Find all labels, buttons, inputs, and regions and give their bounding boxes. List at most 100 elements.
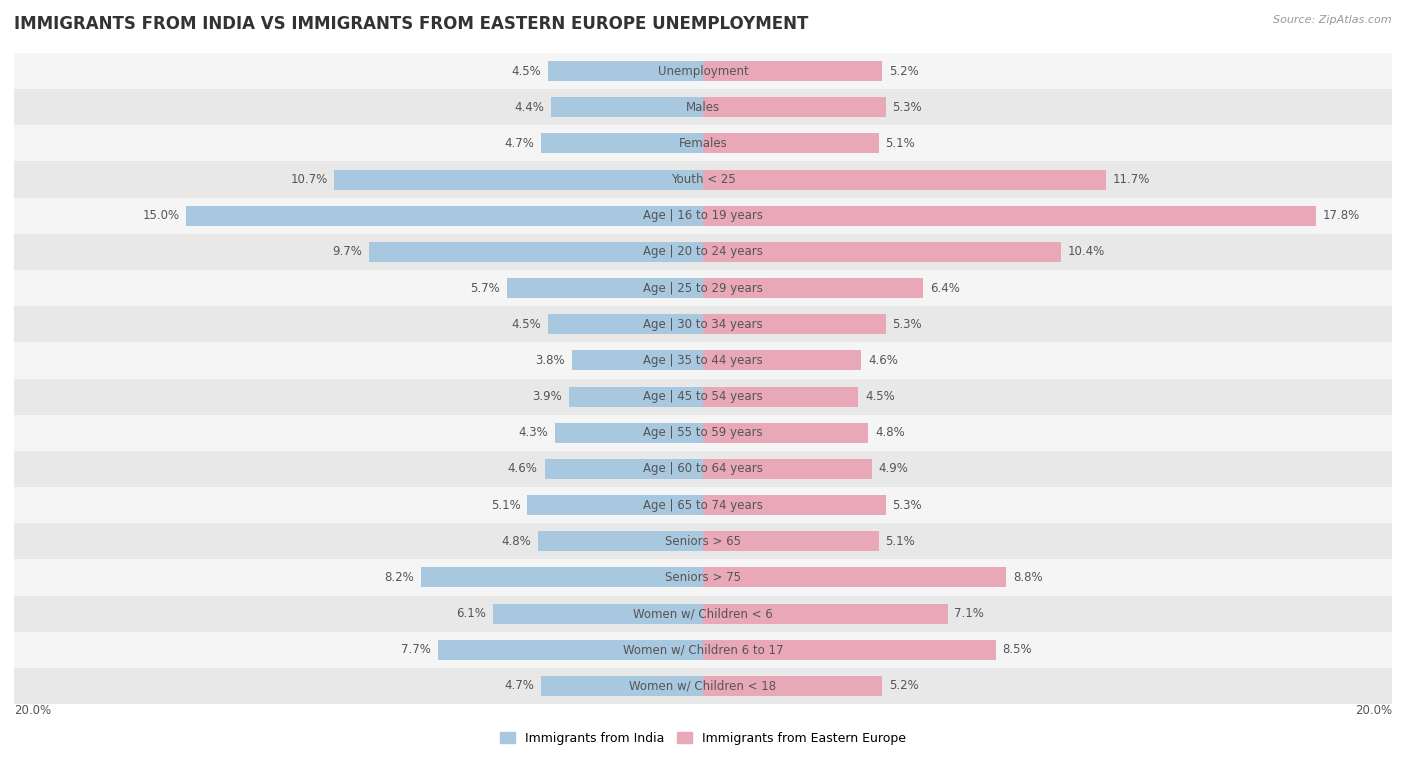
Bar	[14, 668, 1392, 704]
Text: 20.0%: 20.0%	[1355, 704, 1392, 717]
Text: 20.0%: 20.0%	[14, 704, 51, 717]
Bar	[544, 459, 703, 479]
Text: Seniors > 75: Seniors > 75	[665, 571, 741, 584]
Text: Youth < 25: Youth < 25	[671, 173, 735, 186]
Text: 8.8%: 8.8%	[1012, 571, 1043, 584]
Text: 4.5%: 4.5%	[512, 64, 541, 77]
Text: 4.8%: 4.8%	[501, 534, 531, 548]
Text: 9.7%: 9.7%	[332, 245, 361, 258]
Bar	[14, 596, 1392, 631]
Text: IMMIGRANTS FROM INDIA VS IMMIGRANTS FROM EASTERN EUROPE UNEMPLOYMENT: IMMIGRANTS FROM INDIA VS IMMIGRANTS FROM…	[14, 15, 808, 33]
Text: 5.2%: 5.2%	[889, 680, 918, 693]
Text: Females: Females	[679, 137, 727, 150]
Text: Seniors > 65: Seniors > 65	[665, 534, 741, 548]
Bar	[14, 161, 1392, 198]
Bar	[703, 133, 879, 154]
Text: 17.8%: 17.8%	[1323, 209, 1360, 223]
Bar	[548, 61, 703, 81]
Text: 5.1%: 5.1%	[886, 534, 915, 548]
Text: Age | 60 to 64 years: Age | 60 to 64 years	[643, 463, 763, 475]
Bar	[437, 640, 703, 659]
Text: Unemployment: Unemployment	[658, 64, 748, 77]
Bar	[541, 676, 703, 696]
Text: 7.1%: 7.1%	[955, 607, 984, 620]
Bar	[551, 98, 703, 117]
Bar	[703, 676, 882, 696]
Text: Age | 65 to 74 years: Age | 65 to 74 years	[643, 499, 763, 512]
Bar	[14, 198, 1392, 234]
Bar	[14, 487, 1392, 523]
Bar	[14, 451, 1392, 487]
Text: 11.7%: 11.7%	[1114, 173, 1150, 186]
Bar	[703, 531, 879, 551]
Text: 5.7%: 5.7%	[470, 282, 499, 294]
Text: 5.1%: 5.1%	[491, 499, 520, 512]
Bar	[14, 415, 1392, 451]
Bar	[14, 126, 1392, 161]
Text: 5.3%: 5.3%	[893, 101, 922, 114]
Bar	[335, 170, 703, 189]
Bar	[14, 53, 1392, 89]
Text: 3.8%: 3.8%	[536, 354, 565, 367]
Bar	[703, 423, 869, 443]
Text: 10.7%: 10.7%	[290, 173, 328, 186]
Text: Males: Males	[686, 101, 720, 114]
Text: Age | 45 to 54 years: Age | 45 to 54 years	[643, 390, 763, 403]
Bar	[703, 568, 1007, 587]
Text: 4.6%: 4.6%	[508, 463, 537, 475]
Bar	[703, 170, 1107, 189]
Text: 5.3%: 5.3%	[893, 318, 922, 331]
Bar	[703, 495, 886, 515]
Text: Women w/ Children 6 to 17: Women w/ Children 6 to 17	[623, 643, 783, 656]
Bar	[703, 278, 924, 298]
Bar	[548, 314, 703, 334]
Bar	[14, 523, 1392, 559]
Text: Age | 35 to 44 years: Age | 35 to 44 years	[643, 354, 763, 367]
Bar	[703, 603, 948, 624]
Bar	[703, 387, 858, 407]
Bar	[703, 242, 1062, 262]
Text: 4.7%: 4.7%	[505, 137, 534, 150]
Text: 4.9%: 4.9%	[879, 463, 908, 475]
Text: Women w/ Children < 18: Women w/ Children < 18	[630, 680, 776, 693]
Bar	[14, 234, 1392, 270]
Bar	[703, 206, 1316, 226]
Text: 4.5%: 4.5%	[512, 318, 541, 331]
Bar	[568, 387, 703, 407]
Text: 4.7%: 4.7%	[505, 680, 534, 693]
Text: 5.1%: 5.1%	[886, 137, 915, 150]
Text: 4.8%: 4.8%	[875, 426, 905, 439]
Bar	[703, 314, 886, 334]
Bar	[527, 495, 703, 515]
Bar	[14, 89, 1392, 126]
Bar	[541, 133, 703, 154]
Text: 4.5%: 4.5%	[865, 390, 894, 403]
Text: 6.4%: 6.4%	[931, 282, 960, 294]
Bar	[14, 559, 1392, 596]
Bar	[14, 270, 1392, 306]
Text: 6.1%: 6.1%	[456, 607, 486, 620]
Text: Women w/ Children < 6: Women w/ Children < 6	[633, 607, 773, 620]
Text: Age | 30 to 34 years: Age | 30 to 34 years	[643, 318, 763, 331]
Bar	[703, 640, 995, 659]
Bar	[420, 568, 703, 587]
Bar	[14, 631, 1392, 668]
Bar	[572, 350, 703, 370]
Bar	[703, 61, 882, 81]
Bar	[14, 342, 1392, 378]
Bar	[186, 206, 703, 226]
Bar	[14, 306, 1392, 342]
Bar	[555, 423, 703, 443]
Bar	[14, 378, 1392, 415]
Text: Age | 20 to 24 years: Age | 20 to 24 years	[643, 245, 763, 258]
Text: Age | 55 to 59 years: Age | 55 to 59 years	[643, 426, 763, 439]
Bar	[703, 459, 872, 479]
Text: 4.3%: 4.3%	[519, 426, 548, 439]
Text: Age | 16 to 19 years: Age | 16 to 19 years	[643, 209, 763, 223]
Text: Source: ZipAtlas.com: Source: ZipAtlas.com	[1274, 15, 1392, 25]
Bar	[703, 98, 886, 117]
Bar	[368, 242, 703, 262]
Bar	[506, 278, 703, 298]
Text: 7.7%: 7.7%	[401, 643, 430, 656]
Bar	[494, 603, 703, 624]
